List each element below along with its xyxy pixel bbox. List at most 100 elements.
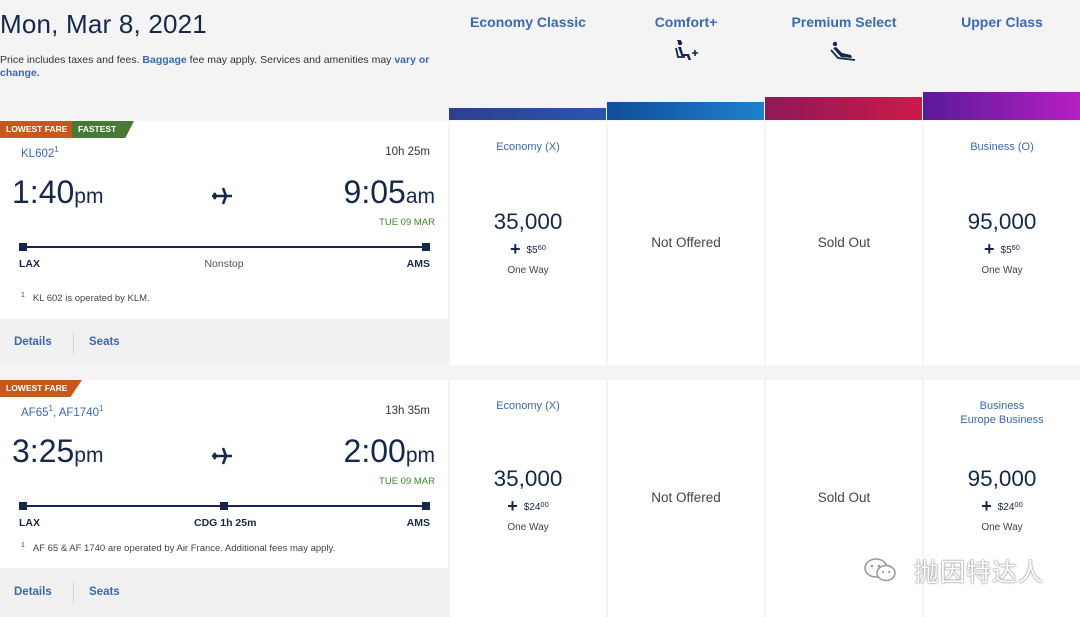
flight-row-1-panel <box>0 121 448 319</box>
fee-dollars: $5 <box>1000 245 1012 256</box>
trip-type: One Way <box>507 265 549 276</box>
departure-time-value: 1:40 <box>12 174 75 210</box>
operator-footnote: 1 KL 602 is operated by KLM. <box>21 292 150 304</box>
arrival-time-value: 9:05 <box>343 174 406 210</box>
miles-price: 35,000 <box>493 209 563 234</box>
footnote-marker: 1 <box>54 145 59 154</box>
fare-class-label-sub: Europe Business <box>960 414 1044 426</box>
footer-divider <box>73 332 74 354</box>
arrival-ampm: am <box>405 185 435 208</box>
taxes-fee: + $2400 <box>450 496 606 517</box>
price-note-text: Price includes taxes and fees. <box>0 54 140 66</box>
premium-select-bar <box>765 97 922 120</box>
flight-number-link[interactable]: KL6021 <box>21 145 59 160</box>
origin-airport: LAX <box>19 258 40 270</box>
miles-price: 35,000 <box>493 466 563 491</box>
route-line <box>22 246 428 248</box>
airplane-icon <box>211 186 233 211</box>
trip-type: One Way <box>981 522 1023 533</box>
destination-dot <box>422 243 430 251</box>
departure-time: 3:25pm <box>12 433 103 470</box>
cabin-header-economy-classic[interactable]: Economy Classic <box>470 14 586 30</box>
fare-status: Sold Out <box>817 235 871 250</box>
footnote-text: KL 602 is operated by KLM. <box>32 293 150 305</box>
plus-icon: + <box>510 239 521 259</box>
departure-time: 1:40pm <box>12 174 103 211</box>
cabin-header-premium-select[interactable]: Premium Select <box>791 14 897 30</box>
fee-dollars: $24 <box>523 502 541 513</box>
upper-class-bar <box>923 92 1080 120</box>
arrival-ampm: pm <box>405 444 435 467</box>
fee-dollars: $5 <box>526 245 538 256</box>
origin-dot <box>19 502 27 510</box>
fare-class-label: Economy (X) <box>496 400 560 412</box>
vary-or-change-link[interactable]: vary or change. <box>0 54 430 79</box>
fare-cell-economy[interactable]: Economy (X) 35,000 + $560 One Way <box>450 121 606 365</box>
flight-number-link[interactable]: AF651, AF17401 <box>21 404 103 419</box>
flight-row-2-panel <box>0 380 448 568</box>
flight-duration: 13h 35m <box>385 405 430 417</box>
trip-type: One Way <box>981 265 1023 276</box>
wechat-icon <box>864 557 898 588</box>
lowest-fare-badge: LOWEST FARE <box>0 121 72 138</box>
taxes-fee: + $2400 <box>924 496 1080 517</box>
details-link[interactable]: Details <box>14 586 52 598</box>
fare-cell-comfort: Not Offered <box>608 380 764 617</box>
seats-link[interactable]: Seats <box>89 586 120 598</box>
operator-footnote: 1 AF 65 & AF 1740 are operated by Air Fr… <box>21 542 335 554</box>
recline-seat-icon <box>765 40 923 69</box>
fare-status: Sold Out <box>817 490 871 505</box>
price-note-middle: fee may apply. Services and amenities ma… <box>186 54 395 66</box>
destination-dot <box>422 502 430 510</box>
departure-ampm: pm <box>74 444 104 467</box>
fastest-badge: FASTEST <box>72 121 134 138</box>
taxes-fee: + $560 <box>924 239 1080 260</box>
fare-cell-premium: Sold Out <box>766 121 922 365</box>
layover-duration: 1h 25m <box>220 517 257 529</box>
comfort-seat-icon <box>607 38 765 69</box>
fare-status: Not Offered <box>651 235 721 250</box>
footnote-marker: 1 <box>99 404 104 413</box>
stop-info: Nonstop <box>204 258 244 270</box>
fare-cell-upper[interactable]: Business (O) 95,000 + $560 One Way <box>924 121 1080 365</box>
cabin-header-upper-class[interactable]: Upper Class <box>961 14 1043 30</box>
arrival-date: TUE 09 MAR <box>379 476 435 487</box>
economy-classic-bar <box>449 108 606 120</box>
date-title: Mon, Mar 8, 2021 <box>0 9 207 39</box>
destination-airport: AMS <box>406 258 430 270</box>
connection-info: CDG 1h 25m <box>194 517 256 529</box>
fee-cents: 60 <box>537 243 546 252</box>
cabin-header-comfort-plus[interactable]: Comfort+ <box>654 14 718 30</box>
fare-cell-upper[interactable]: Business Europe Business 95,000 + $2400 O… <box>924 380 1080 617</box>
origin-airport: LAX <box>19 517 40 529</box>
fare-cell-comfort: Not Offered <box>608 121 764 365</box>
fare-class-label: Business <box>979 400 1025 412</box>
arrival-time: 9:05am <box>300 174 435 211</box>
trip-type: One Way <box>507 522 549 533</box>
fee-cents: 00 <box>540 500 549 509</box>
destination-airport: AMS <box>406 517 430 529</box>
connection-airport: CDG <box>194 517 218 529</box>
fare-cell-economy[interactable]: Economy (X) 35,000 + $2400 One Way <box>450 380 606 617</box>
flight-duration: 10h 25m <box>385 146 430 158</box>
fare-cell-premium: Sold Out <box>766 380 922 617</box>
miles-price: 95,000 <box>967 209 1037 234</box>
seats-link[interactable]: Seats <box>89 336 120 348</box>
baggage-link[interactable]: Baggage <box>142 54 187 66</box>
fee-cents: 00 <box>1014 500 1023 509</box>
details-link[interactable]: Details <box>14 336 52 348</box>
flight-row-2-footer <box>0 568 448 617</box>
lowest-fare-badge: LOWEST FARE <box>0 380 82 397</box>
plus-icon: + <box>981 496 992 516</box>
fare-class-label: Economy (X) <box>496 141 560 153</box>
fare-status: Not Offered <box>651 490 721 505</box>
arrival-date: TUE 09 MAR <box>379 217 435 228</box>
taxes-fee: + $560 <box>450 239 606 260</box>
fare-class-label: Business (O) <box>970 141 1034 153</box>
arrival-time-value: 2:00 <box>343 433 406 469</box>
flight-number[interactable]: KL602 <box>21 147 55 160</box>
footnote-number: 1 <box>21 542 25 549</box>
flight-number[interactable]: AF65 <box>21 406 49 419</box>
flight-number[interactable]: , AF1740 <box>52 406 99 419</box>
fee-dollars: $24 <box>997 502 1015 513</box>
